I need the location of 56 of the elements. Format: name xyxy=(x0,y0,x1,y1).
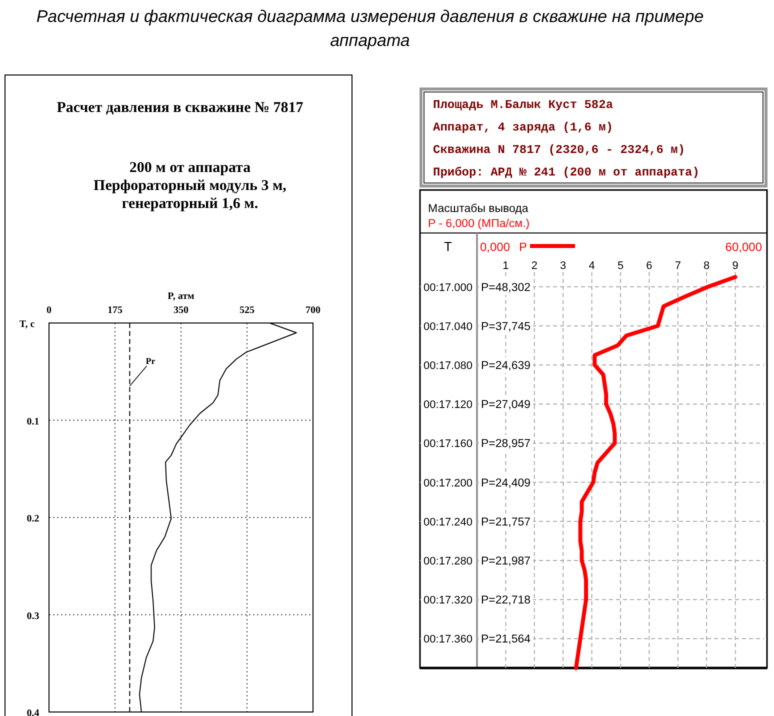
y-tick-label: 00:17.320 xyxy=(424,594,472,607)
text: 60,000 xyxy=(725,240,762,254)
text: Перфораторный модуль 3 м, xyxy=(94,178,287,194)
y-tick-label: 00:17.080 xyxy=(424,360,472,372)
x-tick-label: 7 xyxy=(674,260,681,272)
x-tick-label: 4 xyxy=(588,260,595,272)
annotation: P=27,049 xyxy=(481,399,531,412)
text: Скважина N 7817 (2320,6 - 2324,6 м) xyxy=(433,143,686,157)
legend-label: P xyxy=(519,240,528,254)
x-tick-label: 700 xyxy=(306,305,320,316)
y-tick-label: 00:17.200 xyxy=(424,477,472,490)
y-tick-label: 00:17.280 xyxy=(424,555,472,568)
y-tick-label: 0.2 xyxy=(26,514,40,524)
ref-line-label: Pr xyxy=(146,356,156,366)
y-tick-label: 00:17.360 xyxy=(424,634,472,646)
chart-subtitle: Расчет давления в скважине № 7817 xyxy=(56,100,304,116)
x-tick-label: 350 xyxy=(174,305,188,316)
annotation: P=22,718 xyxy=(481,594,531,607)
y-axis-title: T xyxy=(444,239,452,254)
annotation: P=24,639 xyxy=(481,360,531,372)
y-tick-label: 0.3 xyxy=(26,610,40,622)
y-tick-label: 0.4 xyxy=(26,708,40,716)
x-tick-label: 6 xyxy=(646,260,652,272)
x-tick-label: 8 xyxy=(704,260,710,272)
y-tick-label: 00:17.040 xyxy=(424,320,472,333)
text: Расчетная и фактическая диаграмма измерения давления в скважине на примере аппарата xyxy=(36,7,704,50)
x-tick-label: 5 xyxy=(617,260,624,272)
y-tick-label: 00:17.000 xyxy=(424,282,472,294)
text: генераторный 1,6 м. xyxy=(122,196,258,212)
y-tick-label: 0.1 xyxy=(26,416,40,428)
y-tick-label: 00:17.240 xyxy=(424,516,472,528)
annotation: P=21,987 xyxy=(481,555,531,568)
text: 200 м от аппарата xyxy=(129,160,252,176)
text: Аппарат, 4 заряда (1,6 м) xyxy=(433,120,614,134)
x-tick-label: 0 xyxy=(46,305,52,316)
x-tick-label: 175 xyxy=(108,305,122,316)
annotation: P=48,302 xyxy=(481,282,531,294)
text: Площадь М.Балык Куст 582а xyxy=(433,98,614,112)
text: 0,000 xyxy=(480,240,510,254)
x-tick-label: 525 xyxy=(240,305,254,316)
x-tick-label: 9 xyxy=(732,260,738,272)
text: Прибор: АРД № 241 (200 м от аппарата) xyxy=(433,166,700,180)
y-axis-title: T, c xyxy=(19,319,36,330)
annotation: P=37,745 xyxy=(481,320,531,333)
text: P - 6,000 (МПа/см.) xyxy=(428,218,530,230)
text: Масштабы вывода xyxy=(428,203,529,215)
annotation: P=21,757 xyxy=(481,516,531,528)
y-tick-label: 00:17.160 xyxy=(424,438,472,450)
annotation: P=28,957 xyxy=(481,438,531,450)
annotation: P=24,409 xyxy=(481,477,531,490)
x-axis-title: P, атм xyxy=(168,291,195,302)
x-tick-label: 1 xyxy=(502,260,509,272)
y-tick-label: 00:17.120 xyxy=(424,399,472,412)
x-tick-label: 3 xyxy=(560,260,566,272)
x-tick-label: 2 xyxy=(531,260,538,272)
annotation: P=21,564 xyxy=(481,634,532,646)
